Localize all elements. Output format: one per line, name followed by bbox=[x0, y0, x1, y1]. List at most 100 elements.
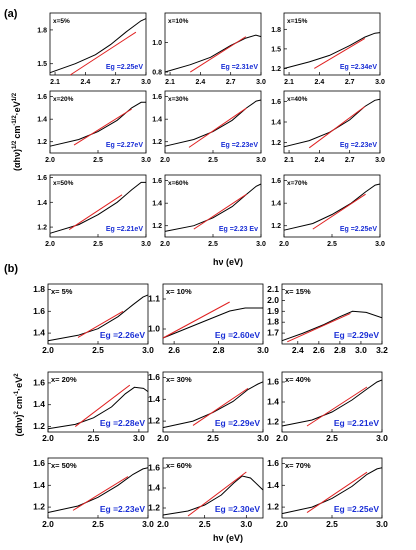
subplot-b-1: 2.0 2.5 3.0 1.4 1.6 1.8 x= 5% Eg =2.26eV bbox=[33, 283, 154, 355]
panel-b-ylabel-dot: · bbox=[14, 388, 24, 391]
subplot-title: x=30% bbox=[168, 96, 189, 103]
absorption-curve bbox=[281, 379, 383, 427]
x-tick-label: 2.8 bbox=[334, 345, 346, 355]
panel-b-ylabel-exp1: 2 bbox=[14, 411, 20, 415]
y-tick-label: 1.2 bbox=[37, 139, 47, 146]
tauc-fit-line bbox=[306, 386, 368, 427]
y-tick-label: 1.2 bbox=[271, 223, 281, 230]
absorption-curve bbox=[49, 181, 146, 234]
x-tick-label: 2.6 bbox=[168, 345, 180, 355]
tauc-fit-line bbox=[306, 471, 368, 513]
subplot-title: x=20% bbox=[53, 96, 74, 103]
x-tick-label: 2.5 bbox=[326, 433, 338, 443]
x-tick-label: 2.4 bbox=[315, 79, 325, 86]
band-gap-label: Eg =2.25eV bbox=[340, 226, 377, 233]
x-tick-label: 2.0 bbox=[42, 345, 54, 355]
band-gap-label: Eg =2.34eV bbox=[340, 64, 377, 71]
x-tick-label: 3.0 bbox=[240, 519, 252, 529]
x-tick-label: 2.5 bbox=[326, 519, 338, 529]
y-tick-label: 1.0 bbox=[148, 324, 160, 334]
band-gap-label: Eg =2.25eV bbox=[106, 64, 143, 71]
subplot-a-3: 2.1 2.4 2.7 3.0 1.2 1.5 1.8 x=15% Eg =2.34eV bbox=[271, 12, 385, 86]
x-tick-label: 2.5 bbox=[93, 241, 103, 248]
subplot-a-9: 2.0 2.5 3.0 1.2 1.4 1.6 x=70% Eg =2.25eV bbox=[271, 174, 385, 248]
subplot-title: x=70% bbox=[287, 180, 308, 187]
x-tick-label: 3.0 bbox=[141, 157, 151, 164]
x-tick-label: 3.0 bbox=[355, 345, 367, 355]
subplot-title: x= 10% bbox=[166, 287, 192, 296]
x-tick-label: 3.0 bbox=[257, 345, 269, 355]
y-tick-label: 1.6 bbox=[267, 458, 279, 468]
x-tick-label: 3.0 bbox=[375, 157, 385, 164]
panel-b-label: (b) bbox=[4, 263, 18, 275]
subplot-b-6: 2.0 2.5 3.0 1.2 1.4 1.6 x= 40% Eg =2.21eV bbox=[267, 371, 388, 443]
tauc-fit-line bbox=[193, 193, 247, 230]
absorption-curve bbox=[164, 34, 262, 73]
plot-frame bbox=[281, 457, 383, 519]
x-tick-label: 2.6 bbox=[313, 345, 325, 355]
y-tick-label: 1.4 bbox=[271, 120, 281, 127]
plot-frame bbox=[164, 12, 262, 76]
band-gap-label: Eg =2.21eV bbox=[106, 226, 143, 233]
x-tick-label: 2.1 bbox=[50, 79, 60, 86]
y-tick-label: 1.9 bbox=[267, 306, 279, 316]
x-tick-label: 2.7 bbox=[111, 79, 121, 86]
y-tick-label: 1.6 bbox=[148, 463, 160, 473]
y-tick-label: 1.4 bbox=[148, 394, 160, 404]
x-tick-label: 3.0 bbox=[256, 79, 266, 86]
panel-b-xlabel: hν (eV) bbox=[213, 533, 243, 543]
y-tick-label: 1.4 bbox=[267, 480, 279, 490]
subplot-title: x=40% bbox=[287, 96, 308, 103]
absorption-curve bbox=[164, 183, 262, 232]
subplot-title: x= 50% bbox=[51, 461, 77, 470]
x-tick-label: 2.0 bbox=[42, 433, 54, 443]
tauc-fit-line bbox=[187, 471, 247, 517]
subplot-b-9: 2.0 2.5 3.0 1.2 1.4 1.6 x= 70% Eg =2.25eV bbox=[267, 457, 388, 529]
x-tick-label: 2.7 bbox=[226, 79, 236, 86]
subplot-a-7: 2.0 2.5 3.0 1.2 1.4 1.6 x=50% Eg =2.21eV bbox=[37, 174, 151, 248]
tauc-fit-line bbox=[188, 107, 247, 148]
y-tick-label: 1.6 bbox=[33, 306, 45, 316]
y-tick-label: 1.2 bbox=[33, 502, 45, 512]
band-gap-label: Eg =2.23eV bbox=[340, 142, 377, 149]
y-tick-label: 1.6 bbox=[37, 175, 47, 182]
y-tick-label: 1.6 bbox=[271, 178, 281, 185]
x-tick-label: 3.0 bbox=[141, 79, 151, 86]
y-tick-label: 1.4 bbox=[33, 328, 45, 338]
y-tick-label: 1.2 bbox=[148, 503, 160, 513]
subplot-a-5: 2.0 2.5 3.0 1.2 1.4 1.6 x=30% Eg =2.23eV bbox=[152, 90, 266, 164]
y-tick-label: 1.4 bbox=[271, 201, 281, 208]
panel-b-ylabel-exp2: -1 bbox=[14, 390, 20, 396]
x-tick-label: 3.0 bbox=[256, 241, 266, 248]
absorption-curve bbox=[162, 475, 264, 516]
x-tick-label: 2.0 bbox=[276, 519, 288, 529]
band-gap-label: Eg =2.27eV bbox=[106, 142, 143, 149]
absorption-curve bbox=[47, 467, 149, 513]
band-gap-label: Eg =2.60eV bbox=[215, 330, 260, 340]
subplot-title: x=60% bbox=[168, 180, 189, 187]
panel-b-ylabel-unit: cm bbox=[14, 396, 24, 409]
x-tick-label: 2.4 bbox=[196, 79, 206, 86]
y-tick-label: 1.6 bbox=[33, 458, 45, 468]
y-tick-label: 1.0 bbox=[152, 40, 162, 47]
subplot-b-8: 2.0 2.5 3.0 1.2 1.4 1.6 x= 60% Eg =2.30eV bbox=[148, 457, 264, 529]
absorption-curve bbox=[281, 467, 383, 515]
x-tick-label: 2.5 bbox=[327, 241, 337, 248]
plot-frame bbox=[162, 283, 264, 345]
subplot-b-4: 2.0 2.5 3.0 1.2 1.4 1.6 x= 20% Eg =2.28eV bbox=[33, 371, 149, 443]
subplot-title: x=10% bbox=[168, 18, 189, 25]
panel-a-ylabel: (αhν)1/2cm-1/2·eV1/2 bbox=[12, 92, 22, 171]
panel-a-ylabel-ev: eV bbox=[12, 101, 22, 112]
y-tick-label: 1.8 bbox=[267, 317, 279, 327]
y-tick-label: 1.4 bbox=[37, 117, 47, 124]
panel-b-ylabel-ev: eV bbox=[14, 377, 24, 388]
y-tick-label: 1.2 bbox=[148, 416, 160, 426]
subplot-a-1: 2.1 2.4 2.7 3.0 1.5 1.8 x=5% Eg =2.25eV bbox=[37, 12, 151, 86]
y-tick-label: 1.6 bbox=[37, 94, 47, 101]
panel-a-ylabel-exp1: 1/2 bbox=[12, 140, 18, 149]
panel-b-ylabel-base: (αhν) bbox=[14, 415, 24, 437]
y-tick-label: 1.2 bbox=[267, 502, 279, 512]
plot-frame bbox=[164, 174, 262, 238]
